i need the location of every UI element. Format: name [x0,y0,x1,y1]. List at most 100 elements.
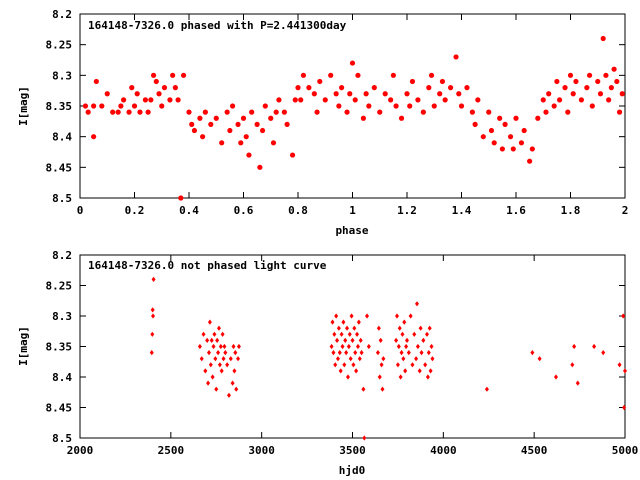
phased-data-point [219,140,225,146]
unphased-data-point [209,337,214,343]
unphased-data-point [378,337,383,343]
unphased-data-point [426,350,431,356]
unphased-data-point [203,368,208,374]
unphased-data-point [332,331,337,337]
phased-data-point [453,54,459,60]
phased-data-point [289,152,296,158]
unphased-data-point [213,356,218,362]
unphased-data-point [403,368,408,374]
phased-data-point [595,78,601,85]
unphased-data-point [395,362,400,368]
unphased-x-axis-label: hjd0 [339,464,366,477]
phased-data-point [200,134,206,140]
unphased-data-point [215,337,220,343]
phased-data-point [578,97,585,103]
phased-data-point [156,91,162,97]
phased-data-point [407,103,413,109]
unphased-data-point [622,404,627,411]
phased-data-point [352,97,358,103]
phased-data-point [91,103,97,109]
unphased-data-point [217,362,222,368]
phased-data-point [243,134,249,140]
phased-data-point [131,103,138,109]
unphased-data-point [381,356,386,362]
unphased-data-point [150,331,155,337]
unphased-axis-ticks: 2000 2500 3000 3500 4000 4500 5000 8.2 8.25 8.3 8.… [46,249,639,457]
phased-data-point [458,103,465,109]
unphased-data-point [331,350,336,356]
phased-data-point [543,109,549,115]
phased-data-point [249,109,255,115]
phased-chart-title: 164148-7326.0 phased with P=2.441300day [88,19,347,32]
phased-data-point [393,103,399,109]
unphased-data-point [419,350,424,356]
phased-data-point [597,91,604,97]
phased-data-point [145,109,151,115]
unphased-data-point [218,343,223,350]
unphased-y-tick-label: 8.25 [46,280,73,293]
phased-x-tick-label: 0.8 [288,204,308,217]
unphased-data-point [337,350,342,356]
unphased-data-point [336,325,341,331]
unphased-data-point [207,319,212,325]
unphased-data-point [398,374,403,380]
phased-data-point [311,91,317,97]
phased-data-point [175,97,181,103]
unphased-data-point [484,386,489,392]
unphased-data-point [226,392,231,398]
phased-data-point [586,72,593,78]
unphased-data-point [350,337,355,343]
phased-data-point [518,140,525,146]
phased-data-point [382,91,388,97]
unphased-data-point [427,325,432,331]
phased-data-point [480,134,486,140]
phased-data-point [551,103,557,109]
phased-data-point [91,134,97,140]
unphased-panel: 2000 2500 3000 3500 4000 4500 5000 8.2 8.25 8.3 8.… [17,249,638,477]
phased-data-point [469,109,475,115]
unphased-data-point [601,350,606,356]
unphased-data-point [408,313,413,319]
phased-data-point [85,109,91,115]
phased-panel: 0 0.2 0.4 0.6 0.8 1 1.2 1.4 1.6 1.8 2 8.2 8.25 8.3 8.3… [17,8,628,237]
unphased-data-point [356,319,361,325]
phased-data-point [300,72,307,78]
phased-data-point [224,109,230,115]
unphased-data-point [222,343,227,350]
phased-data-point [431,103,437,109]
unphased-data-point [343,337,348,343]
unphased-data-point [212,331,217,337]
phased-data-point [486,109,492,115]
unphased-data-point [365,313,370,319]
unphased-data-points [149,276,627,441]
phased-data-point [339,85,345,91]
phased-x-tick-label: 2 [622,204,629,217]
phased-data-point [608,85,614,91]
unphased-data-point [406,350,411,356]
unphased-data-point [430,356,435,362]
phased-data-point [134,91,140,97]
phased-data-point [238,140,244,146]
unphased-data-point [424,331,429,337]
unphased-plot-frame [79,254,626,439]
unphased-data-point [570,362,575,368]
unphased-data-point [355,343,360,350]
unphased-data-point [228,356,233,362]
phased-data-point [529,146,535,152]
unphased-data-point [404,343,409,350]
unphased-data-point [219,368,224,374]
phased-data-point [567,72,574,78]
unphased-data-point [377,374,382,380]
unphased-data-point [214,386,219,392]
phased-data-point [170,72,176,78]
phased-data-point [428,72,435,78]
unphased-data-point [220,331,225,337]
phased-data-point [191,127,198,134]
phased-data-point [259,127,266,134]
unphased-data-point [333,362,338,368]
unphased-data-point [150,307,155,313]
phased-x-tick-label: 1.8 [561,204,581,217]
phased-data-point [150,72,157,78]
unphased-data-point [149,350,154,356]
